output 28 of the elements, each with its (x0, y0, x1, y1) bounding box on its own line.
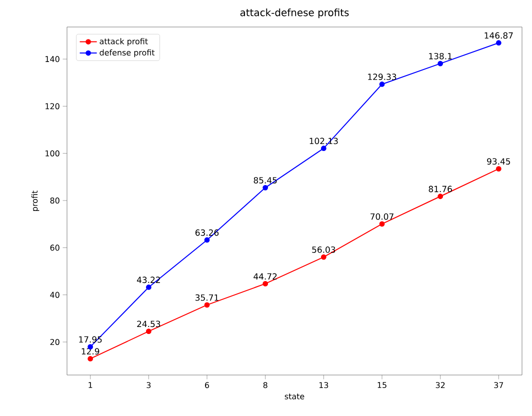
data-label: 44.72 (254, 273, 277, 280)
point (438, 194, 444, 200)
data-label: 85.45 (254, 177, 277, 184)
data-label: 56.03 (312, 246, 336, 253)
point (379, 221, 385, 227)
point (320, 254, 326, 260)
point (88, 356, 94, 362)
data-label: 138.1 (429, 52, 452, 60)
point (438, 60, 444, 66)
data-label: 24.53 (137, 320, 160, 328)
point (146, 328, 152, 334)
point (204, 237, 210, 243)
data-label: 81.76 (428, 186, 452, 192)
point (146, 284, 152, 290)
chart-title: attack-defnese profits (240, 8, 349, 18)
data-label: 146.87 (484, 32, 513, 39)
point (320, 146, 326, 152)
data-label: 70.07 (370, 213, 394, 220)
point (204, 302, 210, 308)
data-label: 35.71 (196, 294, 218, 301)
point (262, 184, 268, 190)
point (496, 40, 502, 46)
data-label: 93.45 (487, 158, 510, 165)
point (262, 281, 268, 286)
point (496, 166, 502, 172)
point (379, 82, 385, 87)
data-label: 129.33 (368, 74, 396, 80)
data-label: 12.9 (82, 348, 100, 355)
